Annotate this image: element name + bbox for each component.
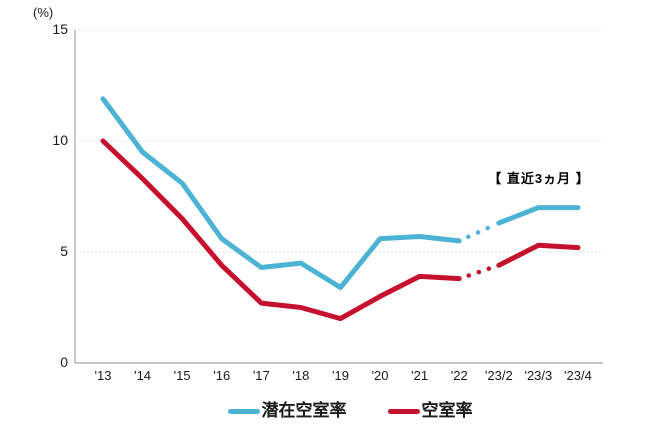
x-tick-label-18: '18	[292, 368, 310, 383]
x-tick-label-22: '22	[450, 368, 468, 383]
x-tick-label-233: '23/3	[524, 368, 553, 383]
legend-item-potential-vacancy-rate: 潜在空室率	[227, 401, 347, 421]
x-tick-label-232: '23/2	[484, 368, 513, 383]
x-tick-label-13: '13	[94, 368, 112, 383]
y-axis-unit-label: (%)	[33, 5, 54, 20]
series-line-vacancy-rate-solid-right	[496, 242, 581, 268]
x-tick-label-19: '19	[331, 368, 349, 383]
series-line-vacancy-rate-solid-left	[100, 138, 462, 322]
y-tick-label-5: 5	[60, 243, 68, 259]
x-tick-label-14: '14	[134, 368, 152, 383]
series-line-potential-vacancy-rate-dotted-segment	[466, 224, 494, 240]
legend-swatch-potential-vacancy-line	[227, 408, 260, 414]
x-tick-label-15: '15	[173, 368, 191, 383]
y-tick-label-10: 10	[52, 132, 68, 148]
x-tick-label-234: '23/4	[564, 368, 592, 383]
y-tick-label-15: 15	[52, 21, 68, 37]
y-tick-label-0: 0	[60, 354, 68, 370]
legend: 潜在空室率 空室率	[50, 401, 650, 421]
legend-label-vacancy-rate: 空室率	[421, 401, 473, 420]
x-tick-label-21: '21	[411, 368, 429, 383]
series-line-potential-vacancy-rate-solid-left	[100, 96, 462, 290]
legend-item-vacancy-rate: 空室率	[387, 401, 473, 421]
x-tick-label-16: '16	[213, 368, 231, 383]
recent-3-months-annotation: 【 直近3ヵ月 】	[488, 171, 590, 186]
series-line-vacancy-rate-dotted-segment	[466, 265, 494, 278]
series-line-potential-vacancy-rate-solid-right	[496, 205, 581, 226]
legend-label-potential-vacancy-rate: 潜在空室率	[261, 401, 347, 420]
x-tick-label-17: '17	[252, 368, 270, 383]
x-tick-label-20: '20	[371, 368, 389, 383]
legend-swatch-vacancy-line	[387, 408, 420, 414]
